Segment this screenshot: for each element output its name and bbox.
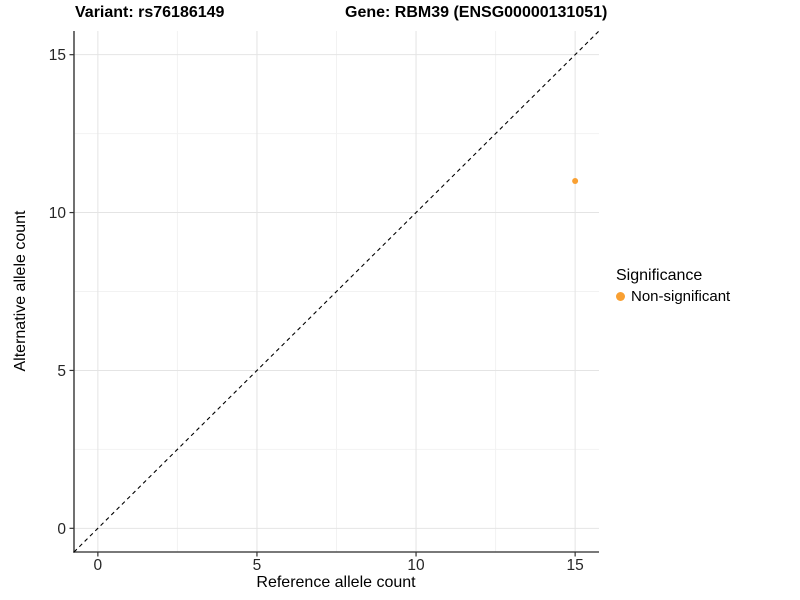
y-tick-label: 10 (49, 205, 67, 222)
x-axis-title: Reference allele count (256, 574, 416, 591)
data-point (572, 177, 579, 184)
variant-title: Variant: rs76186149 (75, 4, 225, 21)
legend-title: Significance (616, 267, 703, 284)
x-tick-label: 5 (253, 557, 262, 574)
x-tick-label: 10 (407, 557, 425, 574)
y-tick-label: 5 (57, 363, 66, 380)
legend-item-label: Non-significant (631, 288, 731, 305)
x-tick-label: 15 (567, 557, 584, 574)
legend-item: Non-significant (616, 288, 730, 305)
gene-title: Gene: RBM39 (ENSG00000131051) (345, 4, 608, 21)
legend: Significance Non-significant (616, 267, 730, 305)
y-axis-title: Alternative allele count (12, 210, 29, 372)
identity-line (73, 30, 600, 553)
x-tick-label: 0 (94, 557, 103, 574)
y-tick-label: 15 (49, 47, 66, 64)
y-tick-label: 0 (57, 521, 66, 538)
legend-dot-icon (616, 292, 625, 301)
